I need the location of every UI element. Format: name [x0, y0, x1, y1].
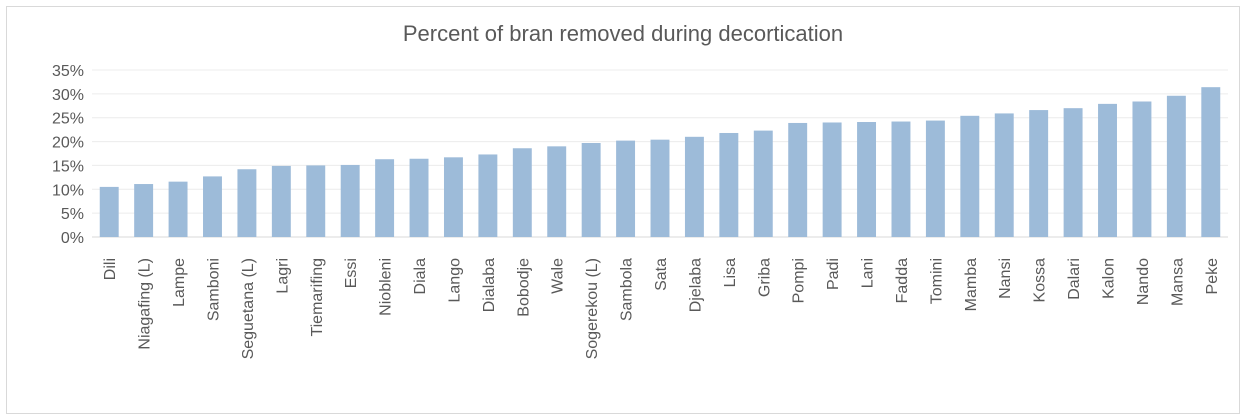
x-tick-label: Lampe — [171, 258, 188, 307]
y-tick-label: 10% — [52, 182, 84, 199]
bar — [891, 121, 911, 237]
y-tick-label: 30% — [52, 87, 84, 104]
bar — [581, 143, 601, 237]
bar — [1063, 108, 1083, 238]
x-tick-label: Kalon — [1101, 258, 1118, 299]
x-tick-label: Tomini — [928, 258, 945, 304]
x-tick-label: Wale — [550, 258, 567, 294]
bar — [271, 165, 291, 237]
bar — [375, 159, 395, 237]
bar — [857, 122, 877, 237]
x-tick-label: Tiemarifing — [309, 258, 326, 337]
bar — [1166, 95, 1186, 237]
bar — [409, 158, 429, 237]
x-tick-label: Bobodje — [515, 258, 532, 317]
bar — [788, 122, 808, 237]
bar — [650, 139, 670, 237]
x-tick-label: Mamba — [963, 258, 980, 311]
x-tick-label: Kossa — [1032, 258, 1049, 303]
bar — [203, 176, 222, 237]
y-axis-ticks: 0% 5% 10% 15% 20% 25% 30% 35% — [52, 63, 84, 247]
bar — [134, 184, 154, 237]
x-tick-label: Lango — [446, 258, 463, 303]
bar — [99, 186, 119, 237]
x-tick-label: Lani — [860, 258, 877, 288]
y-tick-label: 25% — [52, 111, 84, 128]
y-tick-label: 0% — [61, 230, 84, 247]
bar — [237, 169, 257, 237]
bar — [1201, 87, 1221, 237]
bar — [512, 148, 532, 237]
x-tick-label: Dalari — [1066, 258, 1083, 300]
x-tick-label: Djelaba — [687, 258, 704, 312]
x-axis-labels: Dili Niagafing (L) Lampe Samboni Seguetana (… — [102, 258, 1221, 360]
y-tick-label: 5% — [61, 206, 84, 223]
x-tick-label: Sambola — [619, 258, 636, 321]
x-tick-label: Niobleni — [378, 258, 395, 316]
x-tick-label: Lagri — [274, 258, 291, 294]
bar — [340, 164, 360, 237]
x-tick-label: Lisa — [722, 258, 739, 287]
x-tick-label: Samboni — [205, 258, 222, 321]
bar — [1029, 110, 1049, 237]
x-tick-label: Griba — [756, 258, 773, 297]
bar — [684, 136, 704, 237]
bars — [99, 87, 1221, 238]
bar — [719, 132, 739, 237]
bar — [822, 122, 842, 237]
chart-title: Percent of bran removed during decortica… — [402, 21, 844, 46]
bar — [547, 146, 567, 237]
bar — [960, 115, 980, 237]
y-tick-label: 15% — [52, 158, 84, 175]
y-tick-label: 20% — [52, 135, 84, 152]
x-tick-label: Nansi — [997, 258, 1014, 299]
bar — [1132, 101, 1152, 238]
x-tick-label: Nando — [1135, 258, 1152, 305]
x-tick-label: Mansa — [1169, 258, 1186, 306]
x-tick-label: Dili — [102, 258, 119, 280]
x-tick-label: Sata — [653, 258, 670, 291]
bar — [168, 181, 188, 237]
bar — [616, 140, 636, 237]
bar — [443, 157, 463, 237]
bar — [753, 130, 773, 237]
x-tick-label: Essi — [343, 258, 360, 288]
bar — [994, 113, 1014, 237]
x-tick-label: Dialaba — [481, 258, 498, 312]
x-tick-label: Niagafing (L) — [137, 258, 154, 350]
bar — [478, 154, 498, 237]
y-tick-label: 35% — [52, 63, 84, 80]
x-tick-label: Padi — [825, 258, 842, 290]
x-tick-label: Diala — [412, 258, 429, 295]
x-tick-label: Sogerekou (L) — [584, 258, 601, 359]
x-tick-label: Fadda — [894, 258, 911, 303]
bar — [1098, 103, 1117, 238]
bar — [925, 120, 945, 237]
x-tick-label: Pompi — [791, 258, 808, 303]
x-tick-label: Seguetana (L) — [240, 258, 257, 359]
bar — [306, 165, 326, 237]
x-tick-label: Peke — [1204, 258, 1221, 295]
